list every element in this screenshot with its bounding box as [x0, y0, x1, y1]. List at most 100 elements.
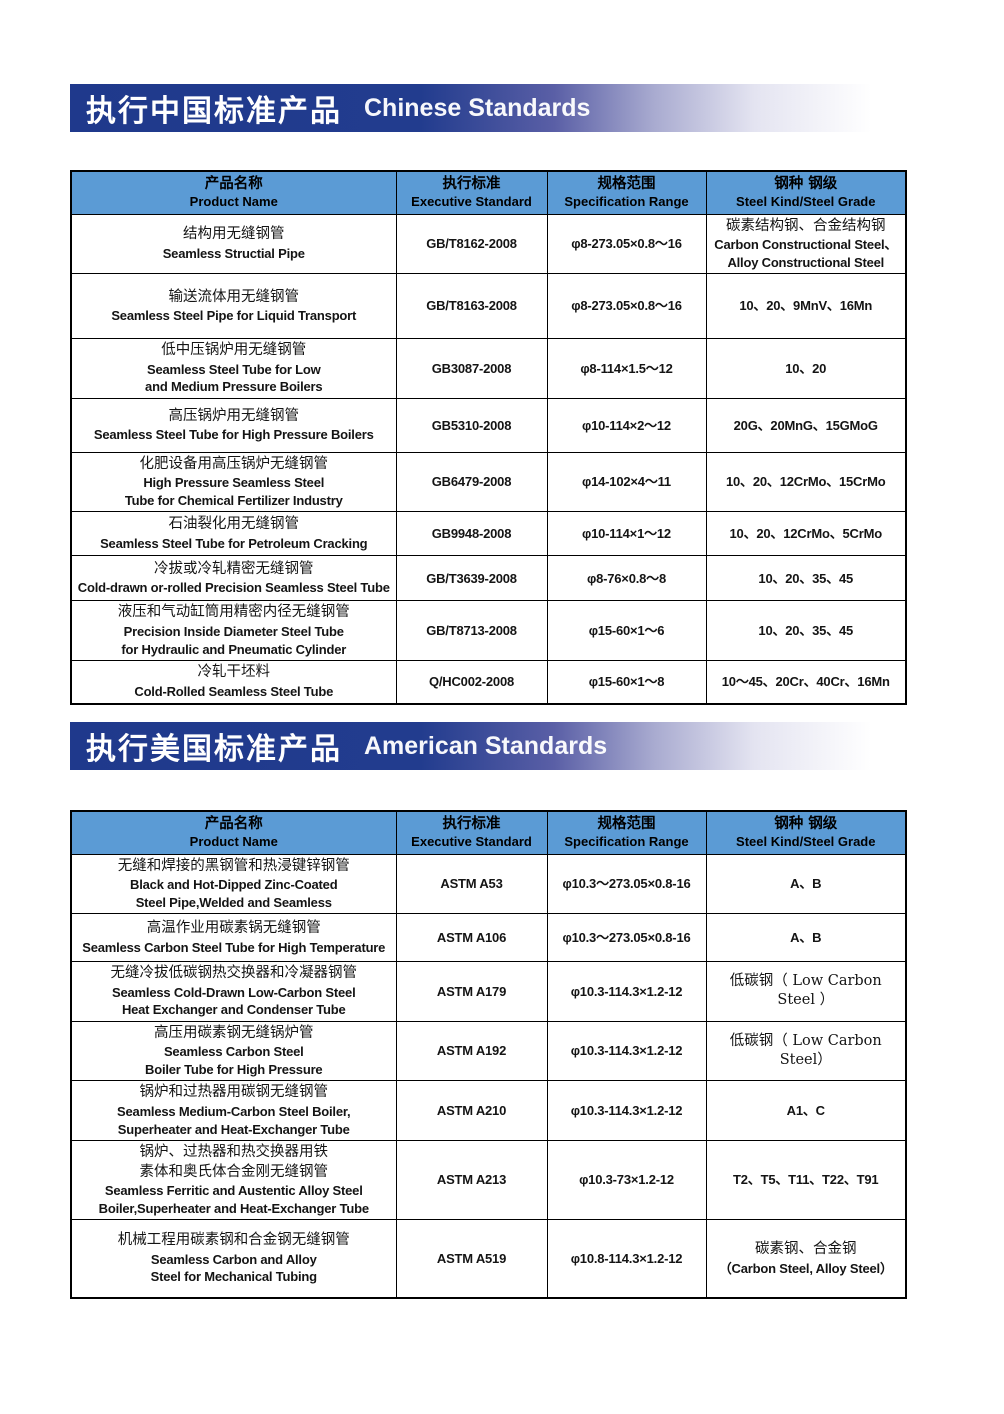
- steel-grade-cell: 低碳钢（ Low Carbon Steel）: [705, 1020, 907, 1082]
- steel-grade-cell: 10、20、12CrMo、5CrMo: [705, 511, 907, 557]
- executive-standard-cell: ASTM A179: [395, 961, 548, 1022]
- column-header-en: Specification Range: [564, 834, 689, 850]
- product-name-line: 冷拔或冷轧精密无缝钢管: [154, 560, 314, 577]
- steel-grade-line: 10、20、12CrMo、5CrMo: [729, 526, 883, 542]
- specification-range-value: φ10.3-114.3×1.2-12: [570, 983, 683, 999]
- specification-range-cell: φ10.3-114.3×1.2-12: [546, 1080, 707, 1142]
- product-name-line: 化肥设备用高压锅炉无缝钢管: [139, 455, 329, 472]
- product-name-cell: 机械工程用碳素钢和合金钢无缝钢管 Seamless Carbon and Allo…: [70, 1219, 397, 1299]
- executive-standard-cell: GB9948-2008: [395, 511, 548, 557]
- executive-standard-value: ASTM A210: [436, 1103, 507, 1119]
- product-name-cell: 锅炉和过热器用碳钢无缝钢管 Seamless Medium-Carbon Stee…: [70, 1080, 397, 1142]
- product-name-cell: 锅炉、过热器和热交换器用铁 素体和奥氏体合金刚无缝钢管 Seamless Ferri…: [70, 1140, 397, 1221]
- executive-standard-value: ASTM A179: [436, 983, 507, 999]
- product-name-line: 无缝和焊接的黑钢管和热浸键锌钢管: [117, 857, 350, 874]
- executive-standard-value: Q/HC002-2008: [428, 674, 515, 690]
- product-name-line: Seamless Steel Tube for Petroleum Cracki…: [100, 535, 368, 551]
- steel-grade-line: 10、20、12CrMo、15CrMo: [726, 474, 886, 490]
- column-header-1: 执行标准 Executive Standard: [395, 170, 548, 215]
- column-header-cn: 钢种 钢级: [774, 815, 838, 833]
- product-name-line: Boiler,Superheater and Heat-Exchanger Tu…: [98, 1200, 369, 1216]
- product-name-line: 石油裂化用无缝钢管: [168, 516, 300, 533]
- section-banner-american-standards: 执行美国标准产品 American Standards: [70, 722, 905, 770]
- product-name-line: Seamless Medium-Carbon Steel Boiler,: [117, 1104, 351, 1120]
- specification-range-value: φ8-76×0.8～8: [586, 570, 666, 586]
- steel-grade-line: 碳素结构钢、合金结构钢: [726, 217, 886, 234]
- product-name-cell: 结构用无缝钢管 Seamless Structial Pipe: [70, 213, 397, 275]
- table-header-row: 产品名称 Product Name 执行标准 Executive Standard 规格…: [70, 170, 907, 215]
- steel-grade-line: 10～45、20Cr、40Cr、16Mn: [721, 674, 890, 690]
- product-name-line: 高温作业用碳素锅无缝钢管: [146, 920, 321, 937]
- product-name-line: High Pressure Seamless Steel: [143, 475, 325, 491]
- product-name-line: Seamless Steel Pipe for Liquid Transport: [111, 308, 357, 324]
- product-name-line: Heat Exchanger and Condenser Tube: [121, 1002, 346, 1018]
- specification-range-value: φ8-273.05×0.8～16: [571, 236, 682, 252]
- table-row: 锅炉和过热器用碳钢无缝钢管 Seamless Medium-Carbon Stee…: [70, 1080, 907, 1142]
- specification-range-value: φ15-60×1～8: [588, 674, 665, 690]
- executive-standard-value: GB/T8713-2008: [426, 623, 517, 639]
- product-name-line: 高压用碳素钢无缝锅炉管: [154, 1024, 314, 1041]
- table-row: 高压锅炉用无缝钢管 Seamless Steel Tube for High Pr…: [70, 397, 907, 453]
- product-name-line: 结构用无缝钢管: [183, 226, 285, 243]
- product-name-line: 锅炉和过热器用碳钢无缝钢管: [139, 1084, 329, 1101]
- product-name-line: Seamless Steel Tube for Low: [146, 361, 321, 377]
- table-row: 高压用碳素钢无缝锅炉管 Seamless Carbon Steel Boiler T…: [70, 1020, 907, 1082]
- column-header-en: Steel Kind/Steel Grade: [736, 834, 876, 850]
- steel-grade-line: A、B: [790, 876, 822, 892]
- steel-grade-line: A、B: [790, 929, 822, 945]
- specification-range-cell: φ14-102×4～11: [546, 451, 707, 513]
- product-name-line: Black and Hot-Dipped Zinc-Coated: [130, 877, 338, 893]
- executive-standard-cell: GB3087-2008: [395, 338, 548, 399]
- section-title-cn: 执行美国标准产品: [86, 733, 342, 766]
- american-standards-table: 产品名称 Product Name 执行标准 Executive Standard 规格…: [70, 810, 907, 1299]
- chinese-standards-table: 产品名称 Product Name 执行标准 Executive Standard 规格…: [70, 170, 907, 705]
- specification-range-cell: φ10.3～273.05×0.8-16: [546, 913, 707, 963]
- table-row: 锅炉、过热器和热交换器用铁 素体和奥氏体合金刚无缝钢管 Seamless Ferri…: [70, 1140, 907, 1221]
- executive-standard-value: GB3087-2008: [431, 360, 512, 376]
- specification-range-value: φ8-273.05×0.8～16: [571, 298, 682, 314]
- product-name-line: 液压和气动缸筒用精密内径无缝钢管: [117, 604, 350, 621]
- column-header-en: Steel Kind/Steel Grade: [736, 194, 876, 210]
- specification-range-value: φ10.3-114.3×1.2-12: [570, 1043, 683, 1059]
- product-name-line: Steel for Mechanical Tubing: [150, 1269, 317, 1285]
- product-name-line: 输送流体用无缝钢管: [168, 288, 300, 305]
- executive-standard-value: GB5310-2008: [431, 417, 512, 433]
- product-name-cell: 无缝和焊接的黑钢管和热浸键锌钢管 Black and Hot-Dipped Zin…: [70, 853, 397, 915]
- executive-standard-value: ASTM A53: [440, 876, 503, 892]
- specification-range-cell: φ10-114×2～12: [546, 397, 707, 453]
- product-name-cell: 冷轧干坯料 Cold-Rolled Seamless Steel Tube: [70, 660, 397, 705]
- table-row: 低中压锅炉用无缝钢管 Seamless Steel Tube for Low and…: [70, 338, 907, 399]
- specification-range-cell: φ15-60×1～8: [546, 660, 707, 705]
- specification-range-value: φ10-114×2～12: [582, 417, 671, 433]
- executive-standard-value: GB/T8163-2008: [426, 298, 517, 314]
- steel-grade-line: 10、20、35、45: [758, 623, 854, 639]
- steel-grade-cell: T2、T5、T11、T22、T91: [705, 1140, 907, 1221]
- product-name-cell: 高压锅炉用无缝钢管 Seamless Steel Tube for High Pr…: [70, 397, 397, 453]
- specification-range-value: φ10-114×1～12: [582, 526, 671, 542]
- specification-range-value: φ15-60×1～6: [588, 623, 665, 639]
- column-header-cn: 规格范围: [597, 815, 656, 833]
- specification-range-value: φ8-114×1.5～12: [580, 360, 673, 376]
- executive-standard-cell: ASTM A519: [395, 1219, 548, 1299]
- product-name-cell: 冷拔或冷轧精密无缝钢管 Cold-drawn or-rolled Precisio…: [70, 555, 397, 602]
- steel-grade-line: Alloy Constructional Steel: [727, 254, 885, 270]
- executive-standard-cell: GB6479-2008: [395, 451, 548, 513]
- steel-grade-line: 低碳钢（ Low Carbon Steel）: [729, 1032, 882, 1069]
- column-header-cn: 钢种 钢级: [774, 175, 838, 193]
- product-name-cell: 无缝冷拔低碳钢热交换器和冷凝器钢管 Seamless Cold-Drawn Low…: [70, 961, 397, 1022]
- steel-grade-line: T2、T5、T11、T22、T91: [733, 1172, 879, 1188]
- product-name-line: Boiler Tube for High Pressure: [145, 1061, 323, 1077]
- column-header-0: 产品名称 Product Name: [70, 810, 397, 855]
- column-header-en: Specification Range: [564, 194, 689, 210]
- specification-range-value: φ10.3～273.05×0.8-16: [562, 876, 691, 892]
- executive-standard-value: ASTM A192: [436, 1043, 507, 1059]
- specification-range-cell: φ8-114×1.5～12: [546, 338, 707, 399]
- specification-range-cell: φ15-60×1～6: [546, 600, 707, 662]
- executive-standard-cell: ASTM A213: [395, 1140, 548, 1221]
- executive-standard-cell: ASTM A53: [395, 853, 548, 915]
- table-row: 高温作业用碳素锅无缝钢管 Seamless Carbon Steel Tube f…: [70, 913, 907, 963]
- product-name-line: Steel Pipe,Welded and Seamless: [135, 894, 332, 910]
- steel-grade-line: 碳素钢、合金钢: [755, 1241, 857, 1258]
- table-row: 冷拔或冷轧精密无缝钢管 Cold-drawn or-rolled Precisio…: [70, 555, 907, 602]
- table-header-row: 产品名称 Product Name 执行标准 Executive Standard 规格…: [70, 810, 907, 855]
